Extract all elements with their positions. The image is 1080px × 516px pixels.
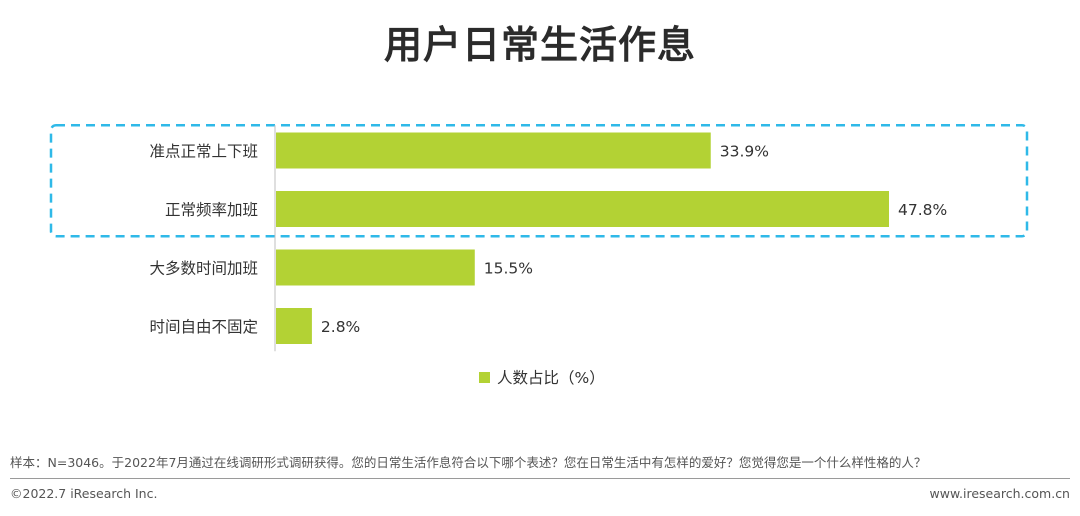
data-label: 2.8% xyxy=(321,318,360,336)
category-label: 大多数时间加班 xyxy=(149,260,258,278)
bar xyxy=(276,191,889,227)
category-label: 正常频率加班 xyxy=(165,201,258,219)
data-label: 15.5% xyxy=(484,260,533,278)
bar xyxy=(276,249,475,286)
legend-swatch xyxy=(479,372,490,383)
highlight-dashed-box xyxy=(49,124,1029,238)
data-label: 33.9% xyxy=(720,143,769,161)
category-label: 准点正常上下班 xyxy=(149,143,258,161)
footer-divider xyxy=(10,478,1070,479)
data-label: 47.8% xyxy=(898,201,947,219)
chart-title: 用户日常生活作息 xyxy=(383,23,696,67)
bar-chart: 准点正常上下班 33.9% 正常频率加班 47.8% 大多数时间加班 15.5% 时间自由不… xyxy=(49,124,1029,387)
copyright-text: ©2022.7 iResearch Inc. xyxy=(10,486,158,501)
bar xyxy=(276,132,711,169)
category-label: 时间自由不固定 xyxy=(149,318,258,336)
bar xyxy=(276,308,312,344)
website-text: www.iresearch.com.cn xyxy=(929,486,1071,501)
sample-footnote: 样本：N=3046。于2022年7月通过在线调研形式调研获得。您的日常生活作息符… xyxy=(10,455,927,470)
legend-label: 人数占比（%） xyxy=(497,369,605,387)
